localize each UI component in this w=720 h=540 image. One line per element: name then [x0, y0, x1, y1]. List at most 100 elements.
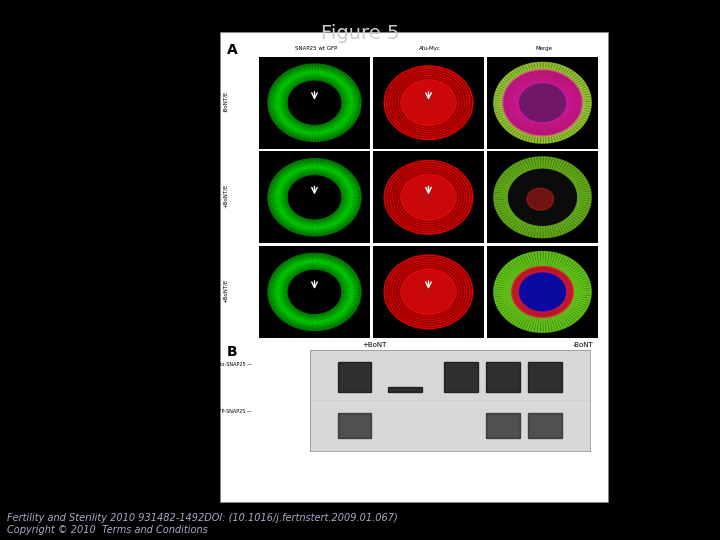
Polygon shape [559, 161, 568, 172]
Polygon shape [523, 225, 531, 235]
Polygon shape [559, 313, 571, 326]
Text: A: A [227, 43, 238, 57]
Circle shape [384, 255, 473, 329]
Polygon shape [569, 305, 585, 314]
Polygon shape [523, 308, 529, 313]
Circle shape [527, 188, 554, 210]
Polygon shape [319, 314, 325, 330]
Polygon shape [529, 316, 536, 332]
Polygon shape [546, 70, 552, 83]
Polygon shape [495, 110, 504, 114]
Polygon shape [555, 255, 565, 269]
Polygon shape [276, 173, 293, 184]
Polygon shape [533, 252, 538, 267]
Polygon shape [276, 305, 293, 316]
Polygon shape [567, 293, 573, 295]
Polygon shape [340, 110, 359, 117]
Polygon shape [566, 296, 573, 298]
Polygon shape [496, 184, 509, 189]
Polygon shape [342, 287, 361, 291]
Polygon shape [316, 64, 320, 80]
Polygon shape [513, 164, 523, 174]
Polygon shape [554, 309, 559, 314]
Polygon shape [513, 285, 519, 287]
Polygon shape [340, 278, 359, 285]
Polygon shape [297, 124, 305, 139]
Polygon shape [297, 161, 305, 176]
Polygon shape [578, 195, 591, 197]
Polygon shape [561, 163, 571, 173]
Polygon shape [506, 74, 515, 80]
Polygon shape [294, 218, 304, 233]
Polygon shape [545, 312, 548, 318]
Polygon shape [561, 114, 575, 124]
Polygon shape [544, 266, 546, 272]
Polygon shape [532, 267, 536, 273]
Polygon shape [274, 303, 292, 314]
Polygon shape [341, 107, 360, 112]
Polygon shape [338, 82, 355, 92]
Polygon shape [274, 114, 292, 125]
Polygon shape [561, 82, 575, 91]
Polygon shape [332, 309, 346, 322]
Polygon shape [294, 313, 304, 327]
Polygon shape [558, 77, 570, 88]
Polygon shape [289, 217, 301, 231]
Polygon shape [513, 79, 526, 89]
Polygon shape [268, 288, 287, 291]
Polygon shape [495, 186, 508, 191]
Polygon shape [335, 171, 350, 183]
Polygon shape [321, 160, 328, 176]
Polygon shape [494, 200, 508, 204]
Polygon shape [562, 276, 569, 281]
Polygon shape [273, 302, 291, 312]
Polygon shape [557, 133, 563, 140]
Polygon shape [499, 211, 512, 218]
Polygon shape [582, 100, 591, 103]
Polygon shape [545, 266, 548, 272]
Polygon shape [541, 252, 545, 266]
Polygon shape [552, 309, 557, 315]
Polygon shape [284, 309, 298, 322]
Polygon shape [526, 134, 532, 141]
Polygon shape [536, 252, 540, 266]
Polygon shape [339, 300, 358, 308]
Polygon shape [300, 219, 307, 234]
Polygon shape [566, 106, 582, 111]
Polygon shape [516, 77, 528, 87]
Polygon shape [568, 216, 580, 225]
Polygon shape [336, 211, 352, 222]
Polygon shape [494, 198, 508, 201]
Polygon shape [548, 311, 552, 317]
Polygon shape [341, 106, 361, 110]
Polygon shape [564, 219, 575, 228]
Polygon shape [567, 287, 573, 289]
Polygon shape [559, 222, 568, 233]
Polygon shape [297, 255, 305, 271]
Polygon shape [582, 98, 591, 100]
Polygon shape [323, 219, 331, 234]
Polygon shape [515, 301, 521, 305]
Polygon shape [500, 305, 517, 315]
Polygon shape [580, 111, 590, 116]
Polygon shape [523, 315, 532, 330]
Polygon shape [565, 298, 572, 301]
Polygon shape [567, 289, 573, 291]
Polygon shape [552, 64, 557, 71]
Polygon shape [319, 254, 325, 269]
Polygon shape [339, 86, 358, 94]
Polygon shape [518, 161, 527, 172]
Polygon shape [527, 269, 531, 274]
Polygon shape [568, 170, 580, 178]
Polygon shape [274, 176, 292, 186]
Polygon shape [271, 300, 289, 307]
Polygon shape [269, 201, 287, 206]
Polygon shape [513, 69, 521, 77]
Polygon shape [495, 91, 504, 96]
Polygon shape [494, 191, 508, 194]
Polygon shape [287, 121, 300, 135]
Text: +BoNT: +BoNT [362, 342, 387, 348]
Polygon shape [513, 299, 521, 302]
Polygon shape [498, 84, 507, 90]
Polygon shape [512, 288, 518, 290]
